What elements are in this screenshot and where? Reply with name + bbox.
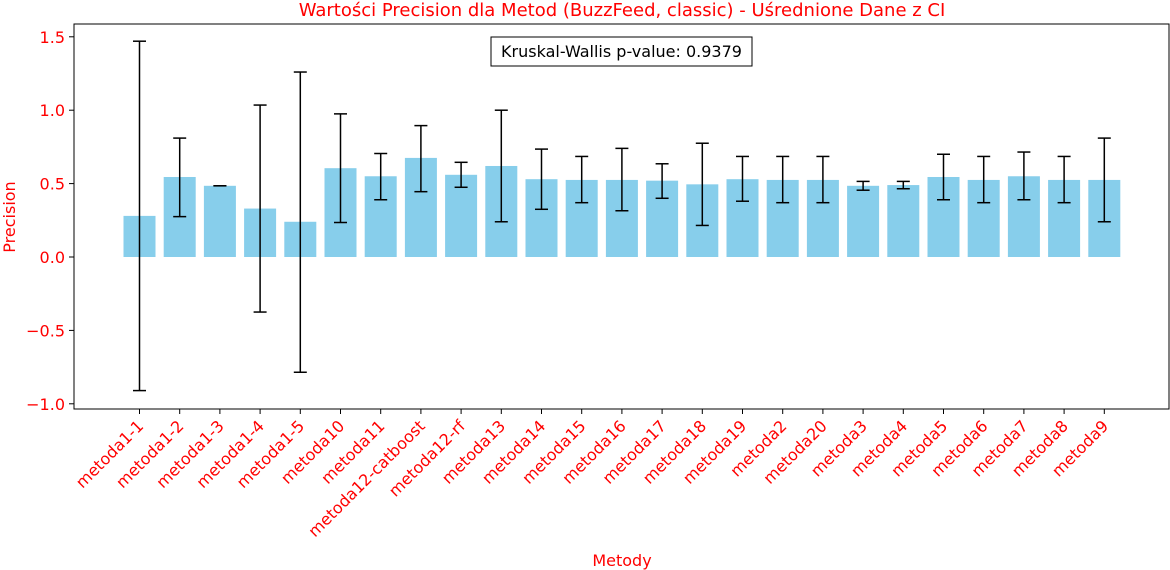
error-bar-metoda1-5	[293, 71, 307, 373]
error-bar-metoda16	[615, 147, 629, 212]
error-bar-metoda10	[334, 113, 347, 224]
bar-metoda3	[847, 185, 880, 257]
error-bars	[133, 40, 1111, 392]
y-tick-label: 0.0	[40, 248, 65, 267]
y-tick-label: −0.5	[26, 321, 65, 340]
y-tick-label: 1.0	[40, 101, 65, 120]
bar-metoda1-3	[203, 185, 236, 257]
error-bar-metoda1-2	[173, 137, 187, 218]
error-bar-metoda13	[494, 109, 508, 223]
error-bar-metoda6	[977, 155, 991, 204]
bar-metoda12-rf	[445, 174, 478, 257]
x-axis: metoda1-1metoda1-2metoda1-3metoda1-4meto…	[72, 409, 1112, 541]
x-axis-label: Metody	[592, 551, 651, 570]
stat-annotation: Kruskal-Wallis p-value: 0.9379	[490, 36, 753, 67]
y-tick-label: 1.5	[40, 28, 65, 47]
error-bar-metoda1-1	[133, 40, 146, 392]
error-bar-metoda14	[535, 148, 548, 211]
error-bar-metoda1-4	[253, 104, 267, 313]
stat-annotation-box	[490, 36, 753, 67]
error-bar-metoda2	[776, 155, 790, 204]
error-bar-metoda15	[575, 155, 589, 204]
error-bar-metoda11	[374, 152, 388, 201]
y-axis-label: Precision	[0, 181, 19, 252]
error-bar-metoda9	[1097, 137, 1111, 223]
error-bar-metoda18	[695, 142, 709, 227]
y-axis: −1.0 −0.5 0.0 0.5 1.0 1.5	[26, 28, 74, 414]
bars	[123, 157, 1121, 257]
error-bar-metoda5	[937, 153, 950, 201]
error-bar-metoda12-rf	[454, 161, 468, 189]
bar-metoda4	[887, 185, 920, 257]
y-tick-label: 0.5	[40, 175, 65, 194]
error-bar-metoda4	[896, 180, 910, 190]
error-bar-metoda20	[816, 155, 830, 204]
error-bar-metoda17	[655, 163, 669, 200]
y-tick-label: −1.0	[26, 395, 65, 414]
error-bar-metoda8	[1057, 155, 1071, 204]
error-bar-metoda19	[736, 155, 749, 202]
error-bar-metoda7	[1017, 151, 1031, 201]
chart-title: Wartości Precision dla Metod (BuzzFeed, …	[299, 0, 946, 21]
error-bar-metoda3	[856, 180, 870, 191]
error-bar-metoda12-catboost	[414, 124, 428, 193]
stat-annotation-text: Kruskal-Wallis p-value: 0.9379	[501, 42, 742, 61]
